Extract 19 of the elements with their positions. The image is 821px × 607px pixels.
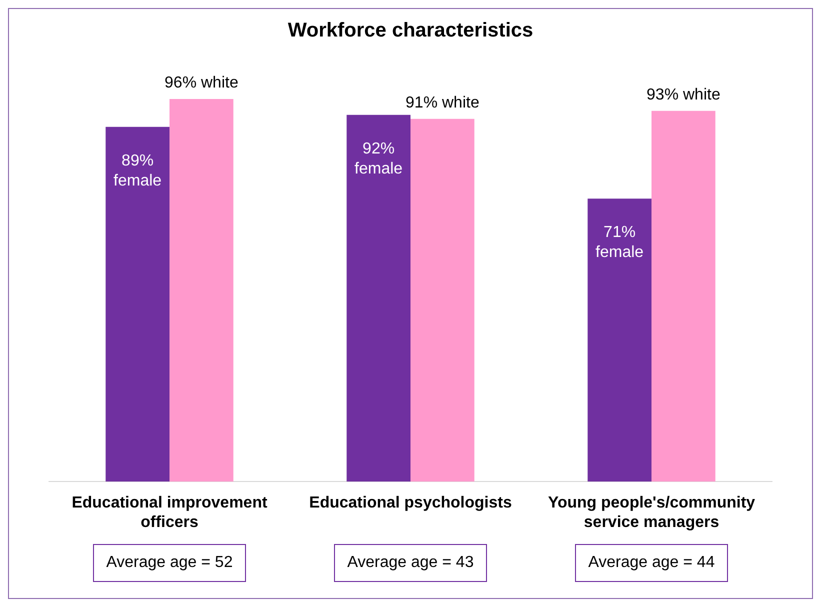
- bar: [410, 118, 474, 482]
- x-tick-label: Educational psychologists: [309, 494, 512, 512]
- chart-title: Workforce characteristics: [288, 20, 534, 42]
- data-label: 71% female: [596, 224, 644, 261]
- x-tick-label: Young people's/community service managers: [548, 494, 756, 531]
- text: Average age = 43: [334, 544, 487, 582]
- bar: [652, 110, 716, 482]
- x-tick-label: Educational improvement officers: [72, 494, 268, 531]
- data-label: 89% female: [114, 152, 162, 190]
- text: Average age = 44: [575, 544, 728, 582]
- bar: [170, 98, 234, 482]
- text: Average age = 52: [93, 544, 246, 582]
- data-label: 91% white: [406, 94, 480, 112]
- bar: [346, 114, 410, 482]
- data-label: 96% white: [164, 74, 238, 92]
- bar: [588, 198, 652, 482]
- data-label: 93% white: [646, 86, 720, 104]
- bar: [106, 126, 170, 482]
- data-label: 92% female: [354, 140, 403, 178]
